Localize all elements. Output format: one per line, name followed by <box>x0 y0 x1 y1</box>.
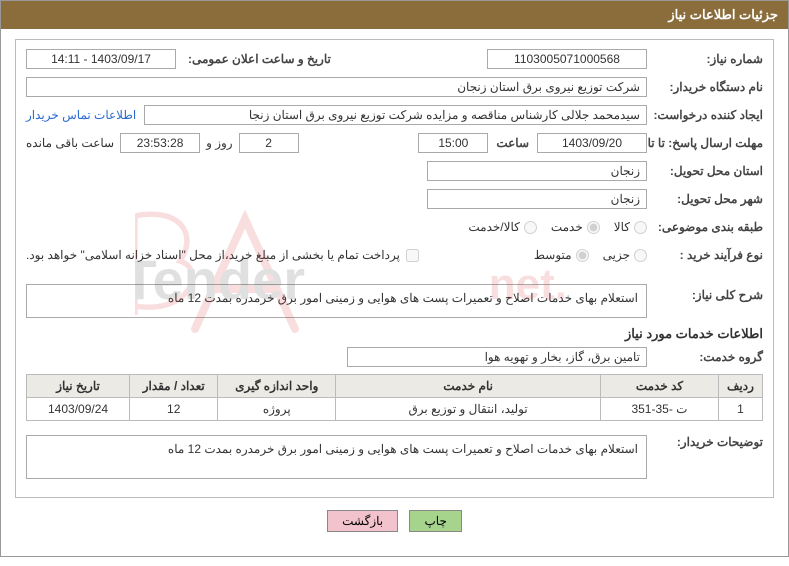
need-desc-label: شرح کلی نیاز: <box>653 284 763 302</box>
requester-label: ایجاد کننده درخواست: <box>653 108 763 122</box>
table-cell: تولید، انتقال و توزیع برق <box>336 398 601 421</box>
pt-minor-option[interactable]: جزیی <box>603 248 647 262</box>
services-table: ردیفکد خدمتنام خدمتواحد اندازه گیریتعداد… <box>26 374 763 421</box>
pt-medium-label: متوسط <box>534 248 572 262</box>
services-thead: ردیفکد خدمتنام خدمتواحد اندازه گیریتعداد… <box>27 375 763 398</box>
row-need-no: شماره نیاز: 1103005071000568 تاریخ و ساع… <box>26 48 763 70</box>
deliver-province-label: استان محل تحویل: <box>653 164 763 178</box>
requester-field: سیدمحمد جلالی کارشناس مناقصه و مزایده شر… <box>144 105 647 125</box>
table-cell: 12 <box>130 398 218 421</box>
pt-medium-option[interactable]: متوسط <box>534 248 589 262</box>
table-col-5: تاریخ نیاز <box>27 375 130 398</box>
buyer-org-label: نام دستگاه خریدار: <box>653 80 763 94</box>
row-deadline: مهلت ارسال پاسخ: تا تاریخ: 1403/09/20 سا… <box>26 132 763 154</box>
cat-goods-option[interactable]: کالا <box>614 220 647 234</box>
table-col-3: واحد اندازه گیری <box>218 375 336 398</box>
row-requester: ایجاد کننده درخواست: سیدمحمد جلالی کارشن… <box>26 104 763 126</box>
cat-service-radio[interactable] <box>587 221 600 234</box>
page-title: جزئیات اطلاعات نیاز <box>668 7 778 22</box>
category-radios: کالا خدمت کالا/خدمت <box>468 220 647 234</box>
announce-field: 1403/09/17 - 14:11 <box>26 49 176 69</box>
table-col-1: کد خدمت <box>601 375 719 398</box>
back-button[interactable]: بازگشت <box>327 510 398 532</box>
row-service-group: گروه خدمت: تامین برق، گاز، بخار و تهویه … <box>26 346 763 368</box>
page-container: جزئیات اطلاعات نیاز AriaTender .net شمار… <box>0 0 789 557</box>
form-box: AriaTender .net شماره نیاز: 110300507100… <box>15 39 774 498</box>
cat-service-label: خدمت <box>551 220 583 234</box>
service-group-field: تامین برق، گاز، بخار و تهویه هوا <box>347 347 647 367</box>
buyer-org-field: شرکت توزیع نیروی برق استان زنجان <box>26 77 647 97</box>
pt-minor-label: جزیی <box>603 248 630 262</box>
pt-minor-radio[interactable] <box>634 249 647 262</box>
purchase-type-label: نوع فرآیند خرید : <box>653 248 763 262</box>
service-group-label: گروه خدمت: <box>653 350 763 364</box>
button-row: چاپ بازگشت <box>15 498 774 546</box>
row-purchase-type: نوع فرآیند خرید : جزیی متوسط پرداخت تمام… <box>26 244 763 266</box>
row-city: شهر محل تحویل: زنجان <box>26 188 763 210</box>
cat-both-option[interactable]: کالا/خدمت <box>468 220 536 234</box>
services-tbody: 1ت -35-351تولید، انتقال و توزیع برقپروژه… <box>27 398 763 421</box>
remaining-word: ساعت باقی مانده <box>26 136 114 150</box>
buyer-notes-field: استعلام بهای خدمات اصلاح و تعمیرات پست ه… <box>26 435 647 479</box>
deadline-date-field: 1403/09/20 <box>537 133 647 153</box>
payment-note-text: پرداخت تمام یا بخشی از مبلغ خرید،از محل … <box>26 248 400 262</box>
cat-both-label: کالا/خدمت <box>468 220 519 234</box>
need-no-label: شماره نیاز: <box>653 52 763 66</box>
purchase-type-radios: جزیی متوسط <box>534 248 647 262</box>
table-cell: 1403/09/24 <box>27 398 130 421</box>
table-cell: ت -35-351 <box>601 398 719 421</box>
cat-goods-radio[interactable] <box>634 221 647 234</box>
deliver-city-field: زنجان <box>427 189 647 209</box>
table-header-row: ردیفکد خدمتنام خدمتواحد اندازه گیریتعداد… <box>27 375 763 398</box>
countdown-field: 23:53:28 <box>120 133 200 153</box>
table-col-2: نام خدمت <box>336 375 601 398</box>
services-info-title: اطلاعات خدمات مورد نیاز <box>26 326 763 342</box>
announce-label: تاریخ و ساعت اعلان عمومی: <box>188 52 331 66</box>
print-button[interactable]: چاپ <box>409 510 461 532</box>
days-remaining-field: 2 <box>239 133 299 153</box>
cat-goods-label: کالا <box>614 220 630 234</box>
row-category: طبقه بندی موضوعی: کالا خدمت کالا/خدمت <box>26 216 763 238</box>
contact-link[interactable]: اطلاعات تماس خریدار <box>26 108 136 122</box>
payment-note-checkbox[interactable] <box>406 249 419 262</box>
deliver-province-field: زنجان <box>427 161 647 181</box>
page-title-bar: جزئیات اطلاعات نیاز <box>1 1 788 29</box>
table-row: 1ت -35-351تولید، انتقال و توزیع برقپروژه… <box>27 398 763 421</box>
row-province: استان محل تحویل: زنجان <box>26 160 763 182</box>
row-buyer-notes: توضیحات خریدار: استعلام بهای خدمات اصلاح… <box>26 429 763 479</box>
payment-note-row: پرداخت تمام یا بخشی از مبلغ خرید،از محل … <box>26 248 419 262</box>
table-cell: 1 <box>718 398 762 421</box>
buyer-notes-label: توضیحات خریدار: <box>653 429 763 449</box>
deliver-city-label: شهر محل تحویل: <box>653 192 763 206</box>
row-buyer-org: نام دستگاه خریدار: شرکت توزیع نیروی برق … <box>26 76 763 98</box>
pt-medium-radio[interactable] <box>576 249 589 262</box>
deadline-time-field: 15:00 <box>418 133 488 153</box>
time-word: ساعت <box>496 136 529 150</box>
table-col-0: ردیف <box>718 375 762 398</box>
cat-both-radio[interactable] <box>524 221 537 234</box>
days-word: روز و <box>206 136 233 150</box>
row-need-desc: شرح کلی نیاز: استعلام بهای خدمات اصلاح و… <box>26 284 763 318</box>
table-col-4: تعداد / مقدار <box>130 375 218 398</box>
deadline-label: مهلت ارسال پاسخ: تا تاریخ: <box>653 136 763 150</box>
watermark-svg: AriaTender .net <box>135 189 655 349</box>
category-label: طبقه بندی موضوعی: <box>653 220 763 234</box>
need-desc-field: استعلام بهای خدمات اصلاح و تعمیرات پست ه… <box>26 284 647 318</box>
content-area: AriaTender .net شماره نیاز: 110300507100… <box>1 29 788 556</box>
cat-service-option[interactable]: خدمت <box>551 220 600 234</box>
need-no-field: 1103005071000568 <box>487 49 647 69</box>
table-cell: پروژه <box>218 398 336 421</box>
